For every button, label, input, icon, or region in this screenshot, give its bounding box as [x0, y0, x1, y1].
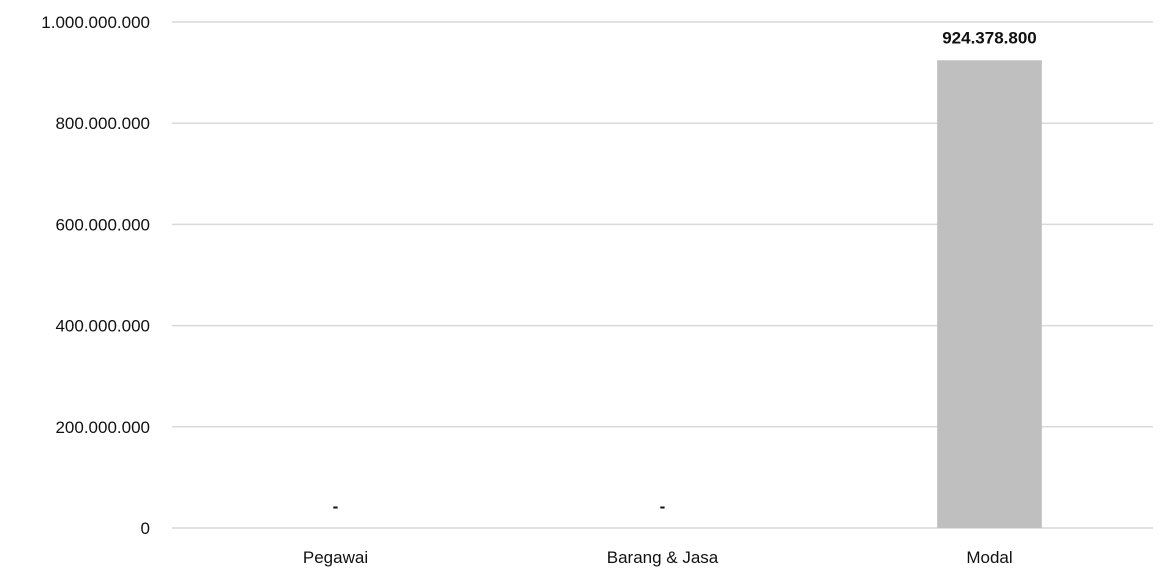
- x-category-label: Modal: [966, 548, 1012, 567]
- y-axis-tick-labels: 0 200.000.000 400.000.000 600.000.000 800.00…: [41, 13, 150, 538]
- bar-modal: [937, 60, 1042, 528]
- y-tick-label: 400.000.000: [55, 317, 150, 336]
- y-tick-label: 200.000.000: [55, 418, 150, 437]
- data-label: -: [660, 497, 666, 516]
- x-category-label: Barang & Jasa: [607, 548, 719, 567]
- y-tick-label: 600.000.000: [55, 215, 150, 234]
- y-tick-label: 800.000.000: [55, 114, 150, 133]
- y-tick-label: 0: [141, 519, 150, 538]
- x-axis-category-labels: Pegawai Barang & Jasa Modal: [303, 548, 1013, 567]
- x-category-label: Pegawai: [303, 548, 368, 567]
- y-tick-label: 1.000.000.000: [41, 13, 150, 32]
- data-labels: - - 924.378.800: [333, 28, 1037, 516]
- data-label: -: [333, 497, 339, 516]
- data-label: 924.378.800: [942, 28, 1037, 47]
- bars: [937, 60, 1042, 528]
